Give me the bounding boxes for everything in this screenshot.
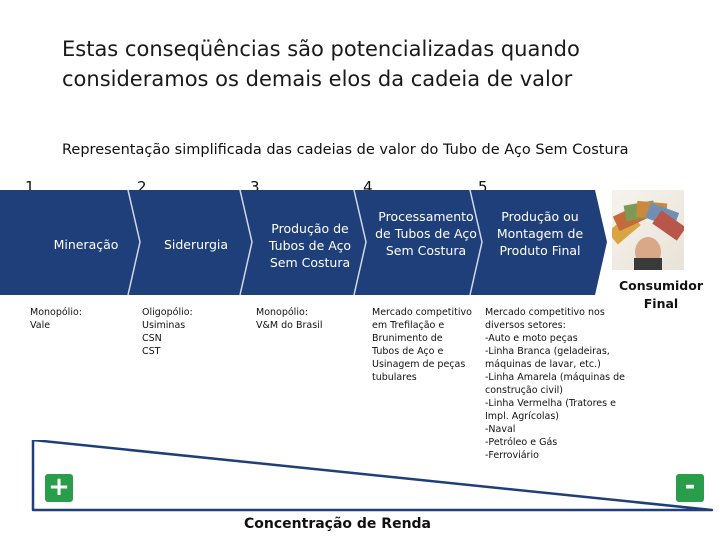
- stage-number-5: 5: [478, 178, 488, 196]
- page-title: Estas conseqüências são potencializadas …: [62, 37, 580, 91]
- chain-divider-1: [127, 190, 141, 295]
- plus-sign-icon: +: [45, 474, 73, 502]
- note-producao-tubos: Monopólio: V&M do Brasil: [256, 307, 323, 331]
- stage-label-producao-final: Produção ou Montagem de Produto Final: [496, 209, 584, 258]
- chain-subtitle: Representação simplificada das cadeias d…: [62, 142, 629, 158]
- sleeve-shape: [634, 258, 662, 270]
- minus-sign-icon: -: [676, 473, 704, 502]
- chain-divider-4: [469, 190, 483, 295]
- stage-number-2: 2: [137, 178, 147, 196]
- stage-label-processamento: Processamento de Tubos de Aço Sem Costur…: [375, 209, 477, 258]
- stage-label-producao-tubos: Produção de Tubos de Aço Sem Costura: [268, 221, 352, 270]
- stage-number-3: 3: [250, 178, 260, 196]
- stage-label-siderurgia: Siderurgia: [163, 237, 229, 252]
- chain-divider-2: [239, 190, 253, 295]
- wedge-triangle: [31, 440, 714, 512]
- value-chain-band: [0, 190, 607, 295]
- stage-label-mineracao: Mineração: [53, 237, 119, 252]
- note-processamento: Mercado competitivo em Trefilação e Brun…: [372, 307, 472, 383]
- stage-number-4: 4: [363, 178, 373, 196]
- chain-band-shape: [0, 190, 607, 295]
- note-mineracao: Monopólio: Vale: [30, 307, 82, 331]
- stage-number-1: 1: [25, 178, 35, 196]
- note-siderurgia: Oligopólio: Usiminas CSN CST: [142, 307, 193, 357]
- chain-divider-3: [353, 190, 367, 295]
- money-hand-icon: [612, 190, 684, 270]
- concentration-label: Concentração de Renda: [244, 516, 432, 532]
- consumer-final-label: Consumidor Final: [618, 278, 703, 311]
- income-concentration-wedge: [31, 440, 714, 512]
- banknote-fan: [612, 200, 684, 245]
- note-producao-final: Mercado competitivo nos diversos setores…: [485, 307, 625, 461]
